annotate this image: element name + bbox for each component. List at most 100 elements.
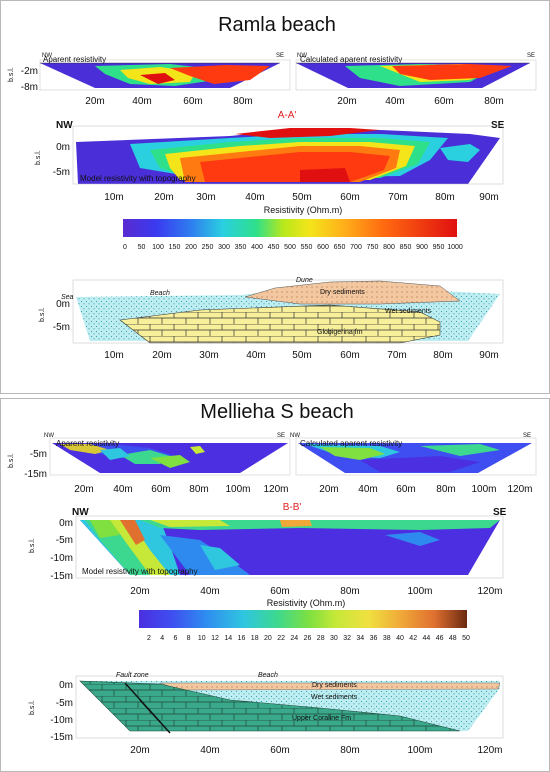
mellieha-geo-ytick-15: -15m xyxy=(50,732,73,743)
mellieha-geo-ytick-0: 0m xyxy=(59,680,73,691)
ramla-geologic-plot xyxy=(72,279,504,344)
ramla-apparent-xtick-3: 60m xyxy=(183,96,202,107)
ramla-colorbar-tick-450: 450 xyxy=(268,244,280,251)
ramla-colorbar-tick-200: 200 xyxy=(185,244,197,251)
mellieha-apparent-nw: NW xyxy=(44,433,54,439)
mellieha-calculated-xtick-2: 40m xyxy=(358,484,377,495)
ramla-model-label: Model resistivity with topography xyxy=(80,174,196,183)
mellieha-model-ylabel: b.s.l. xyxy=(29,538,36,553)
mellieha-colorbar-tick-14: 14 xyxy=(224,635,232,642)
ramla-geo-xtick-20: 20m xyxy=(152,350,171,361)
ramla-calculated-se: SE xyxy=(527,53,535,59)
mellieha-colorbar xyxy=(139,610,467,628)
mellieha-geologic-plot xyxy=(75,675,504,739)
ramla-xtick-20: 20m xyxy=(154,192,173,203)
ramla-apparent-xtick-4: 80m xyxy=(233,96,252,107)
mellieha-xtick-60: 60m xyxy=(270,586,289,597)
ramla-colorbar-tick-850: 850 xyxy=(400,244,412,251)
mellieha-colorbar-tick-38: 38 xyxy=(383,635,391,642)
mellieha-calculated-label: Calculated aparent resistivity xyxy=(300,439,402,448)
ramla-geo-dune: Dune xyxy=(296,277,313,284)
ramla-resistivity-title: Resistivity (Ohm.m) xyxy=(264,205,343,215)
mellieha-colorbar-tick-22: 22 xyxy=(277,635,285,642)
ramla-apparent-xtick-1: 20m xyxy=(85,96,104,107)
ramla-colorbar-tick-150: 150 xyxy=(169,244,181,251)
mellieha-geo-xtick-80: 80m xyxy=(340,745,359,756)
mellieha-geo-ytick-10: -10m xyxy=(50,715,73,726)
mellieha-resistivity-title: Resistivity (Ohm.m) xyxy=(267,598,346,608)
mellieha-geo-beach: Beach xyxy=(258,672,278,679)
ramla-colorbar-tick-0: 0 xyxy=(123,244,127,251)
mellieha-colorbar-tick-10: 10 xyxy=(198,635,206,642)
ramla-apparent-ylabel: b.s.l. xyxy=(8,67,15,82)
ramla-calculated-xtick-1: 20m xyxy=(337,96,356,107)
ramla-calculated-plot xyxy=(295,59,537,91)
mellieha-geo-ylabel: b.s.l. xyxy=(29,700,36,715)
mellieha-apparent-xtick-3: 60m xyxy=(151,484,170,495)
ramla-section-label: A-A' xyxy=(278,110,297,121)
ramla-geo-ytick-5: -5m xyxy=(53,322,70,333)
ramla-colorbar-ticks: 0 50 100 150 200 250 300 350 400 450 500 550 600 650 7… xyxy=(123,244,463,251)
ramla-geo-xtick-10: 10m xyxy=(104,350,123,361)
ramla-colorbar-tick-1000: 1000 xyxy=(447,244,463,251)
mellieha-geo-xtick-100: 100m xyxy=(407,745,432,756)
ramla-geo-ytick-0: 0m xyxy=(56,299,70,310)
mellieha-geo-xtick-20: 20m xyxy=(130,745,149,756)
ramla-apparent-xtick-2: 40m xyxy=(132,96,151,107)
ramla-colorbar-tick-800: 800 xyxy=(383,244,395,251)
mellieha-colorbar-tick-2: 2 xyxy=(147,635,151,642)
ramla-geo-xtick-90: 90m xyxy=(479,350,498,361)
ramla-geo-xtick-40: 40m xyxy=(246,350,265,361)
ramla-apparent-label: Aparent resistivity xyxy=(43,55,106,64)
ramla-geo-xtick-50: 50m xyxy=(292,350,311,361)
ramla-colorbar-tick-700: 700 xyxy=(350,244,362,251)
ramla-calculated-xtick-2: 40m xyxy=(385,96,404,107)
ramla-se-label: SE xyxy=(491,120,505,131)
ramla-colorbar xyxy=(123,219,457,237)
mellieha-colorbar-tick-4: 4 xyxy=(160,635,164,642)
mellieha-calculated-xtick-1: 20m xyxy=(319,484,338,495)
mellieha-geo-dry: Dry sediments xyxy=(312,682,357,689)
ramla-geo-ylabel: b.s.l. xyxy=(39,307,46,322)
mellieha-xtick-40: 40m xyxy=(200,586,219,597)
ramla-xtick-90: 90m xyxy=(479,192,498,203)
mellieha-colorbar-tick-30: 30 xyxy=(330,635,338,642)
ramla-xtick-10: 10m xyxy=(104,192,123,203)
ramla-colorbar-tick-550: 550 xyxy=(301,244,313,251)
ramla-colorbar-tick-650: 650 xyxy=(334,244,346,251)
mellieha-colorbar-tick-6: 6 xyxy=(173,635,177,642)
ramla-xtick-70: 70m xyxy=(388,192,407,203)
mellieha-calculated-xtick-3: 60m xyxy=(396,484,415,495)
mellieha-colorbar-tick-12: 12 xyxy=(211,635,219,642)
ramla-model-xticks: 10m 20m 30m 40m 50m 60m 70m 80m 90m xyxy=(104,192,498,203)
ramla-apparent-plot xyxy=(39,59,291,91)
mellieha-section-label: B-B' xyxy=(283,502,302,513)
ramla-geo-beach: Beach xyxy=(150,290,170,297)
ramla-model-plot xyxy=(72,125,504,185)
mellieha-colorbar-tick-28: 28 xyxy=(317,635,325,642)
mellieha-geo-xtick-40: 40m xyxy=(200,745,219,756)
ramla-geo-xtick-70: 70m xyxy=(387,350,406,361)
mellieha-apparent-xtick-6: 120m xyxy=(263,484,288,495)
mellieha-calculated-xtick-6: 120m xyxy=(507,484,532,495)
mellieha-geo-ytick-5: -5m xyxy=(56,698,73,709)
mellieha-colorbar-tick-50: 50 xyxy=(462,635,470,642)
mellieha-apparent-ytick-2: -15m xyxy=(24,469,47,480)
mellieha-xtick-100: 100m xyxy=(407,586,432,597)
mellieha-colorbar-ticks: 2 4 6 8 10 12 14 16 18 20 22 24 26 28 30 32 34 36 38 40 42 44… xyxy=(147,635,470,642)
ramla-calculated-label: Calculated aparent resistivity xyxy=(300,55,402,64)
mellieha-xtick-20: 20m xyxy=(130,586,149,597)
mellieha-apparent-xtick-4: 80m xyxy=(189,484,208,495)
mellieha-geo-xtick-120: 120m xyxy=(477,745,502,756)
mellieha-xtick-80: 80m xyxy=(340,586,359,597)
ramla-geo-wet: Wet sediments xyxy=(385,308,432,315)
ramla-apparent-ytick-1: -2m xyxy=(21,66,38,77)
ramla-geo-rock: Globigerina fm xyxy=(317,329,363,336)
ramla-apparent-se: SE xyxy=(276,53,284,59)
ramla-apparent-nw: NW xyxy=(42,53,52,59)
ramla-model-ylabel: b.s.l. xyxy=(35,150,42,165)
ramla-calculated-xtick-3: 60m xyxy=(434,96,453,107)
ramla-calculated-xtick-4: 80m xyxy=(484,96,503,107)
mellieha-colorbar-tick-40: 40 xyxy=(396,635,404,642)
mellieha-title: Mellieha S beach xyxy=(200,401,353,423)
